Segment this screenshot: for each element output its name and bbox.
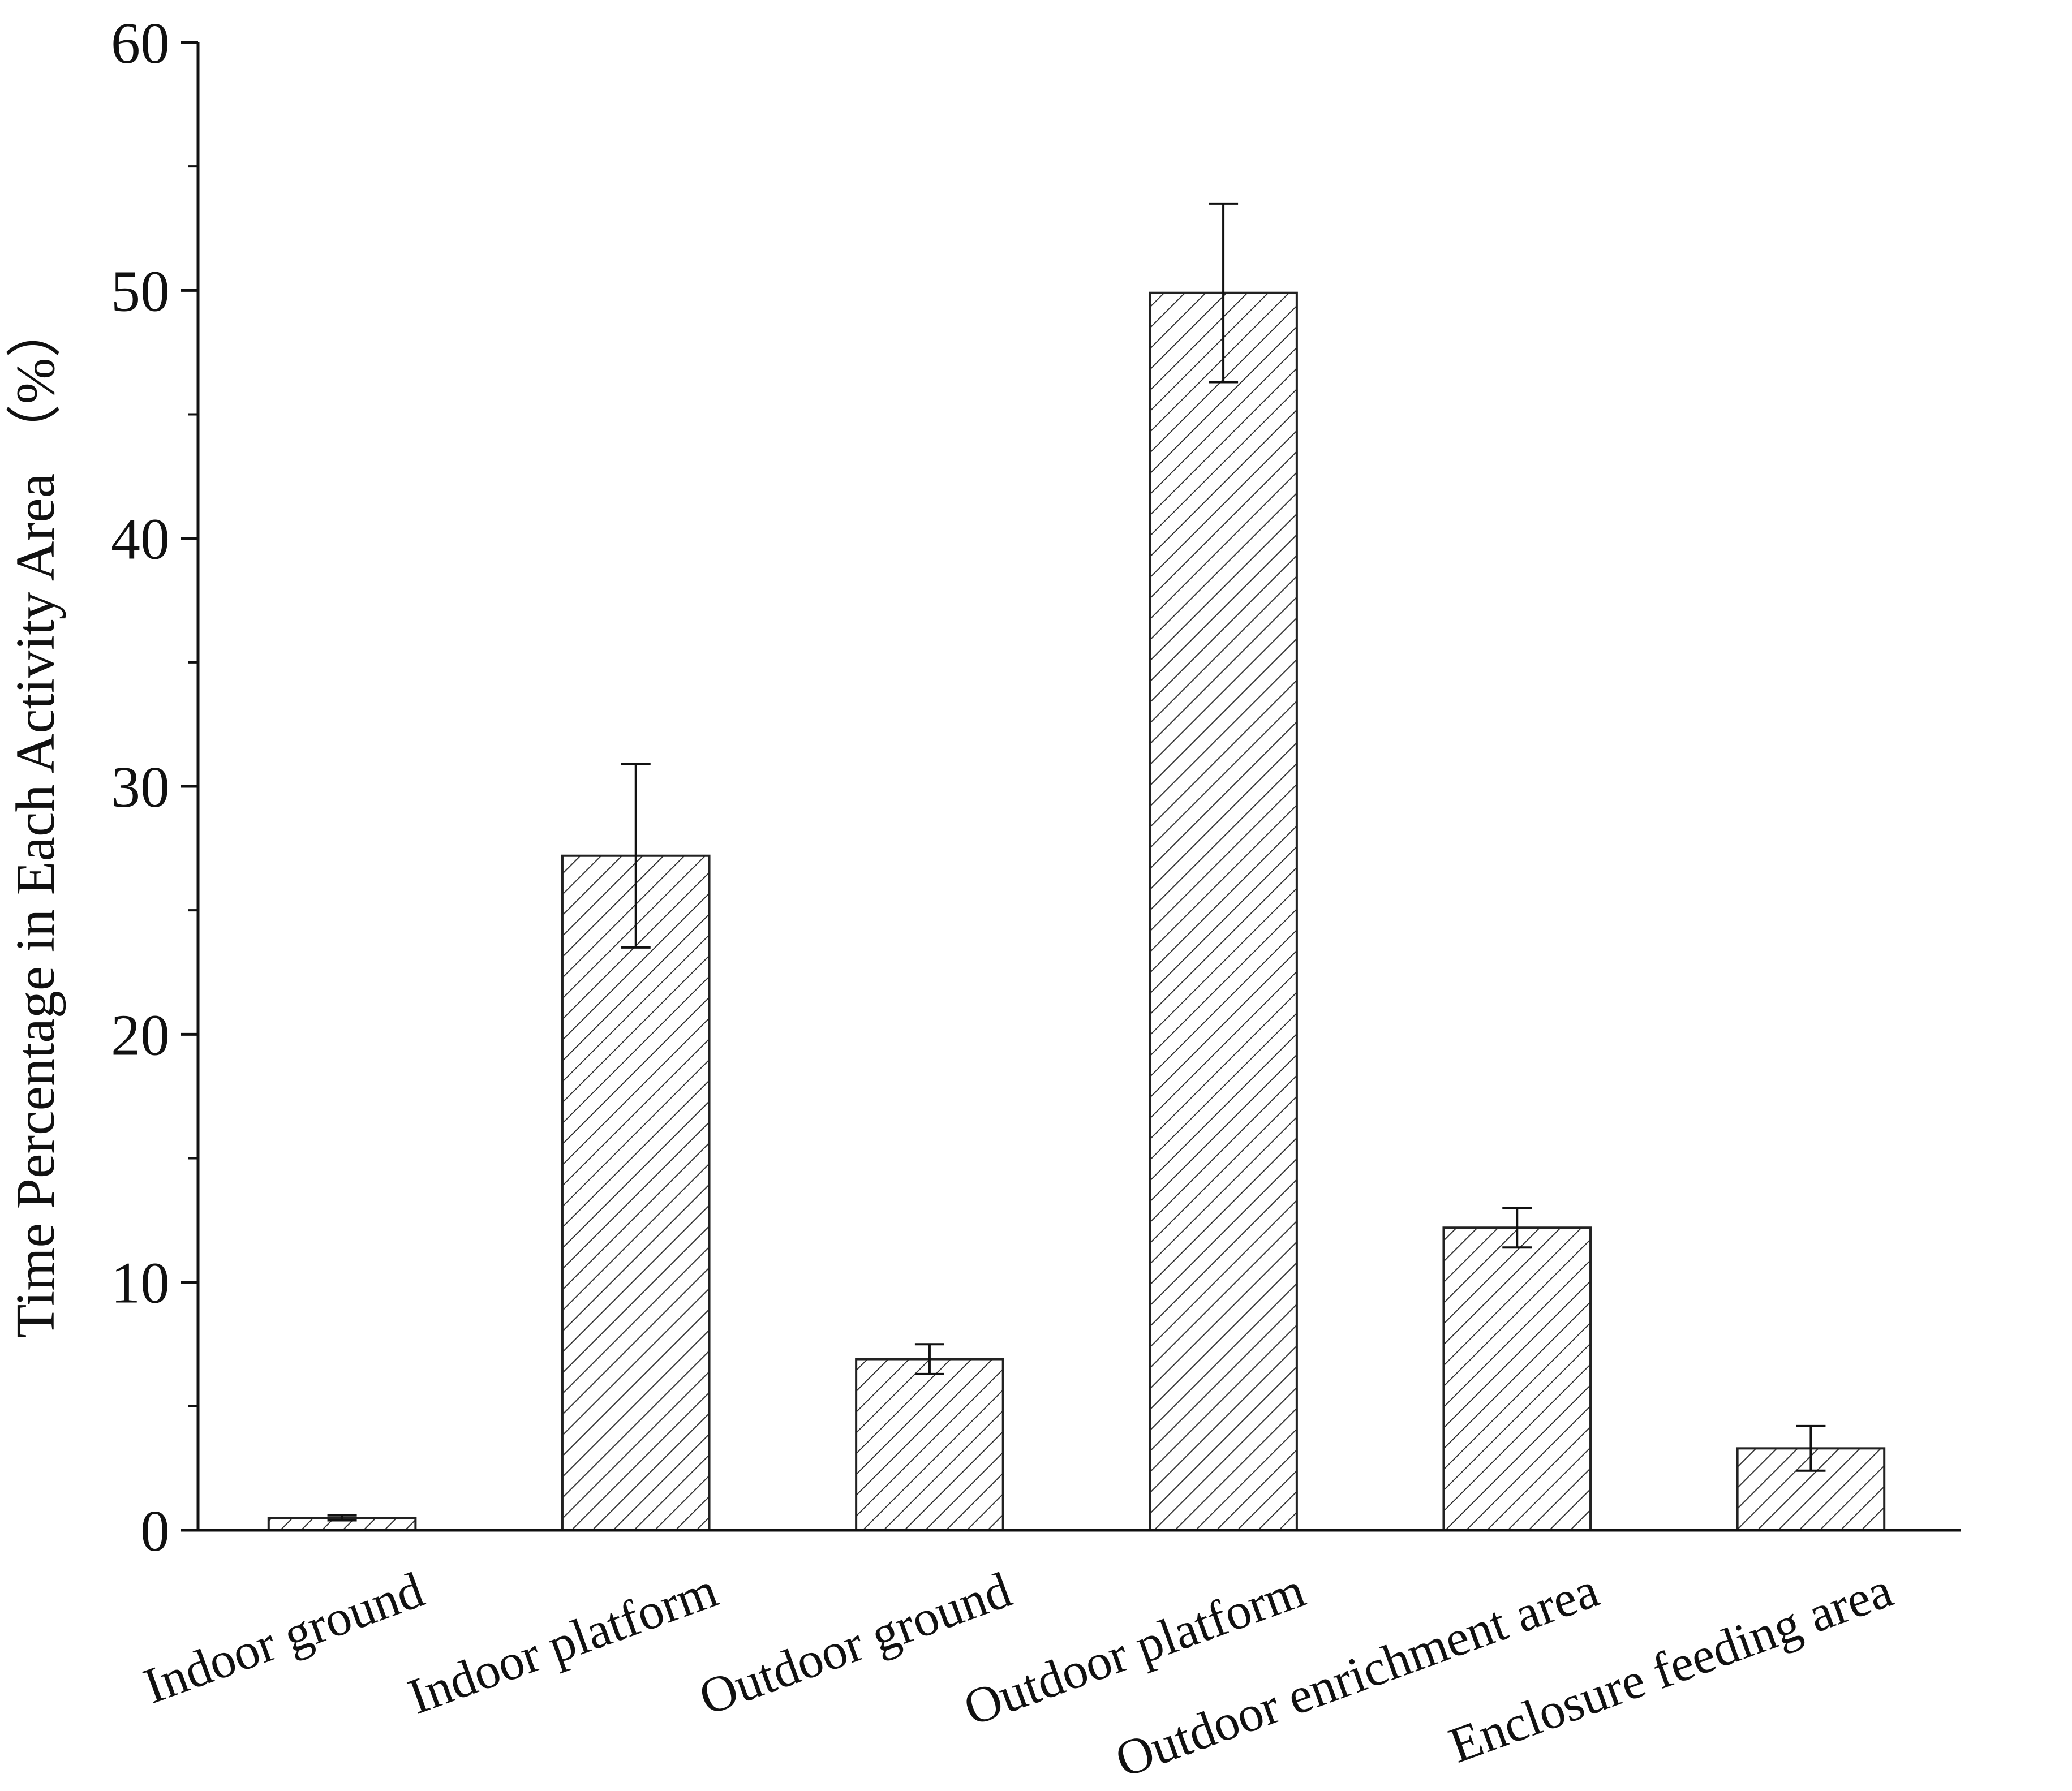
y-tick-label: 50 xyxy=(111,259,170,324)
y-ticks: 0 10 20 30 40 50 60 xyxy=(111,11,198,1564)
y-axis-title: Time Percentage in Each Activity Area （%… xyxy=(5,303,66,1338)
error-bar xyxy=(914,1343,944,1375)
bar-indoor-platform xyxy=(561,854,711,1531)
y-tick-label: 0 xyxy=(140,1499,170,1564)
bar-outdoor-ground xyxy=(855,1358,1004,1532)
x-tick-label: Indoor ground xyxy=(136,1562,431,1715)
y-tick-label: 40 xyxy=(111,507,170,572)
axes-layer xyxy=(196,42,1961,1532)
error-bar xyxy=(327,1514,357,1522)
error-bar xyxy=(1502,1207,1532,1249)
x-tick-label: Outdoor enrichment area xyxy=(1108,1562,1606,1788)
y-tick-label: 60 xyxy=(111,11,170,76)
error-bars-layer xyxy=(327,202,1826,1522)
bar-outdoor-platform xyxy=(1149,291,1298,1532)
bars-layer xyxy=(267,291,1886,1532)
error-bar xyxy=(1209,202,1239,384)
error-bar xyxy=(1796,1424,1826,1472)
bar-outdoor-enrichment-area xyxy=(1442,1226,1592,1532)
y-tick-label: 10 xyxy=(111,1251,170,1316)
y-tick-label: 20 xyxy=(111,1002,170,1067)
x-tick-label: Indoor platform xyxy=(401,1562,725,1725)
y-tick-label: 30 xyxy=(111,755,170,820)
error-bar xyxy=(621,763,651,949)
